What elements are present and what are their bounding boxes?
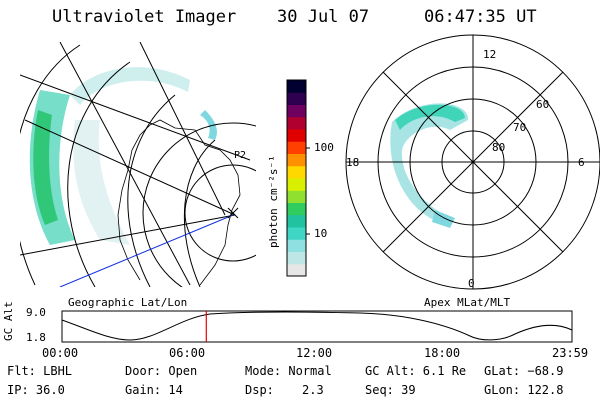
lat-label-80: 80 xyxy=(492,141,506,154)
colorbar-segment xyxy=(287,239,306,252)
time-label: 06:47:35 UT xyxy=(424,7,537,27)
colorbar-segment xyxy=(287,190,306,203)
altitude-curve xyxy=(61,311,573,341)
colorbar-segment xyxy=(287,129,306,142)
geographic-map-caption: Geographic Lat/Lon xyxy=(68,296,188,309)
info-gain: Gain: 14 xyxy=(125,383,183,397)
info-glon: GLon: 122.8 xyxy=(484,383,564,397)
lat-label-70: 70 xyxy=(513,121,527,134)
time-tick-1200: 12:00 xyxy=(296,346,333,360)
time-tick-0000: 00:00 xyxy=(42,346,79,360)
info-dsp-value: 2.3 xyxy=(302,383,324,397)
polar-map-caption: Apex MLat/MLT xyxy=(424,296,511,309)
colorbar-segment xyxy=(287,80,306,93)
time-tick-0600: 06:00 xyxy=(169,346,206,360)
geographic-map xyxy=(20,42,256,287)
altitude-tick-high: 9.0 xyxy=(26,306,46,319)
info-ip: IP: 36.0 xyxy=(7,383,65,397)
colorbar-unit-label: photon cm⁻²s⁻¹ xyxy=(267,155,280,248)
mlt-label-6: 6 xyxy=(578,156,585,169)
aurora-oval xyxy=(390,103,469,225)
altitude-axis-label: GC Alt xyxy=(2,301,15,341)
mlt-label-12: 12 xyxy=(483,48,497,61)
info-glat: GLat: −68.9 xyxy=(484,364,564,378)
info-flt: Flt: LBHL xyxy=(7,364,73,378)
colorbar-segment xyxy=(287,214,306,228)
date-label: 30 Jul 07 xyxy=(277,7,370,27)
polar-mlat-mlt-map xyxy=(345,34,600,290)
colorbar-segment xyxy=(287,202,306,216)
mlt-label-18: 18 xyxy=(346,156,360,169)
colorbar-segment xyxy=(287,153,306,167)
info-door: Door: Open xyxy=(125,364,198,378)
colorbar-segment xyxy=(287,141,306,154)
colorbar-tick-100: 100 xyxy=(314,141,334,154)
colorbar-segment xyxy=(287,263,306,277)
altitude-plot xyxy=(61,310,573,343)
instrument-title: Ultraviolet Imager xyxy=(52,7,237,27)
time-tick-1800: 18:00 xyxy=(424,346,461,360)
info-mode: Mode: Normal xyxy=(245,364,332,378)
mlt-label-0: 0 xyxy=(468,277,475,290)
lat-label-60: 60 xyxy=(536,98,550,111)
colorbar-tick-10: 10 xyxy=(314,227,328,240)
info-seq: Seq: 39 xyxy=(365,383,416,397)
info-gc-altitude: GC Alt: 6.1 Re xyxy=(365,364,467,378)
coastline xyxy=(117,119,241,286)
colorbar-segment xyxy=(287,178,306,191)
site-marker-label: P2 xyxy=(234,150,246,161)
colorbar-segment xyxy=(287,92,306,105)
colorbar-segment xyxy=(287,165,306,179)
colorbar-segment xyxy=(287,251,306,265)
time-tick-2359: 23:59 xyxy=(552,346,589,360)
info-dsp-label: Dsp: xyxy=(245,383,274,397)
altitude-tick-low: 1.8 xyxy=(26,331,46,344)
colorbar-segment xyxy=(287,104,306,118)
colorbar-segment xyxy=(287,227,306,240)
colorbar-segment xyxy=(287,116,306,130)
color-scale-bar xyxy=(286,79,307,277)
